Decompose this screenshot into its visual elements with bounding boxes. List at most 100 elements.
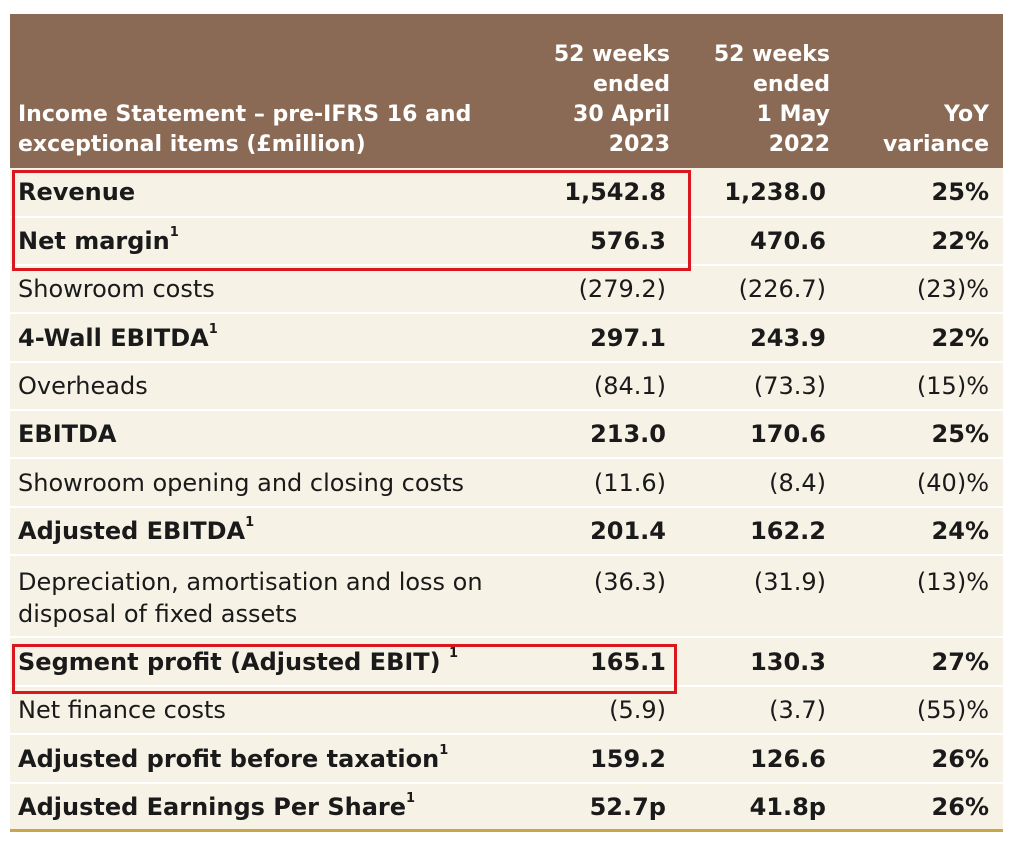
value-2023: 165.1 <box>590 647 666 676</box>
footnote-marker: 1 <box>439 742 449 758</box>
row-label-text: Revenue <box>18 178 136 206</box>
value-yoy: (13)% <box>916 568 989 596</box>
row-label-text: Adjusted profit before taxation <box>18 744 440 773</box>
row-label-text: Depreciation, amortisation and loss on <box>18 568 483 596</box>
row-label: Segment profit (Adjusted EBIT) 1 <box>10 645 520 676</box>
value-yoy: 26% <box>931 792 989 821</box>
value-2022: 130.3 <box>750 647 826 676</box>
value-2022: (226.7) <box>738 275 826 303</box>
footnote-marker: 1 <box>208 321 218 337</box>
row-label: EBITDA <box>10 420 520 448</box>
table-row: Segment profit (Adjusted EBIT) 1 165.1 130… <box>10 638 1003 687</box>
header-col-2022-line: 1 May <box>756 102 830 127</box>
row-label-text: Adjusted EBITDA <box>18 517 246 545</box>
value-2023: (279.2) <box>578 275 666 303</box>
value-2023: 201.4 <box>590 517 666 545</box>
row-label-text: Net finance costs <box>18 696 226 724</box>
table-row: 4-Wall EBITDA1 297.1 243.9 22% <box>10 314 1003 363</box>
row-label: Net finance costs <box>10 696 520 724</box>
row-label-text: Net margin <box>18 227 170 255</box>
row-label-text: Showroom opening and closing costs <box>18 468 464 497</box>
value-2022: (31.9) <box>753 568 826 596</box>
value-2023: 213.0 <box>590 420 666 448</box>
value-yoy: (15)% <box>916 372 989 400</box>
value-yoy: 25% <box>931 178 989 206</box>
value-yoy: 27% <box>931 647 989 676</box>
value-yoy: 26% <box>931 744 989 773</box>
value-yoy: 22% <box>931 323 989 352</box>
value-2023: (84.1) <box>593 372 666 400</box>
value-2023: (5.9) <box>609 696 666 724</box>
table-row: Net finance costs (5.9) (3.7) (55)% <box>10 687 1003 735</box>
value-2023: 52.7p <box>589 792 666 821</box>
row-label-text: 4-Wall EBITDA <box>18 323 209 352</box>
header-col-2022: 52 weeks ended 1 May 2022 <box>680 14 840 168</box>
row-label: Adjusted Earnings Per Share1 <box>10 790 520 821</box>
row-label-text: EBITDA <box>18 420 117 448</box>
value-2023: 159.2 <box>590 744 666 773</box>
row-label: Overheads <box>10 372 520 400</box>
table-row: Revenue 1,542.8 1,238.0 25% <box>10 168 1003 218</box>
row-label-text: Showroom costs <box>18 275 215 303</box>
row-label: Net margin1 <box>10 225 520 255</box>
table-header: Income Statement – pre-IFRS 16 and excep… <box>10 14 1003 168</box>
row-label: Showroom opening and closing costs <box>10 469 520 497</box>
row-label: 4-Wall EBITDA1 <box>10 321 520 352</box>
value-yoy: (55)% <box>916 696 989 724</box>
header-col-2022-line: 52 weeks <box>713 42 830 67</box>
income-statement-table: Income Statement – pre-IFRS 16 and excep… <box>10 14 1003 832</box>
table-row: Adjusted profit before taxation1 159.2 126… <box>10 735 1003 784</box>
header-col-2022-line: 2022 <box>768 132 830 157</box>
row-label: Showroom costs <box>10 275 520 303</box>
footnote-marker: 1 <box>448 645 459 661</box>
value-2022: 41.8p <box>749 792 826 821</box>
header-col-2023-line: 30 April <box>573 102 670 127</box>
table-row: Overheads (84.1) (73.3) (15)% <box>10 363 1003 411</box>
value-yoy: (40)% <box>916 468 989 497</box>
header-label-line-2: exceptional items (£million) <box>18 132 366 157</box>
header-label-line-1: Income Statement – pre-IFRS 16 and <box>18 102 472 127</box>
footnote-marker: 1 <box>169 225 179 240</box>
value-2022: (8.4) <box>769 468 826 497</box>
footnote-marker: 1 <box>406 790 416 806</box>
header-label: Income Statement – pre-IFRS 16 and excep… <box>10 14 520 168</box>
value-yoy: (23)% <box>916 275 989 303</box>
footnote-marker: 1 <box>245 515 255 530</box>
table-body: Revenue 1,542.8 1,238.0 25% Net margin1 576.3… <box>10 168 1003 832</box>
header-col-yoy-line: YoY <box>944 102 989 127</box>
value-2022: 243.9 <box>750 323 826 352</box>
table-row: Depreciation, amortisation and loss on di… <box>10 556 1003 638</box>
row-label-text: Overheads <box>18 372 148 400</box>
table-row: Net margin1 576.3 470.6 22% <box>10 218 1003 266</box>
value-2023: 297.1 <box>590 323 666 352</box>
row-label-text-line-2: disposal of fixed assets <box>18 600 298 628</box>
table-row: Showroom costs (279.2) (226.7) (23)% <box>10 266 1003 314</box>
value-yoy: 22% <box>931 227 989 255</box>
value-2022: 170.6 <box>750 420 826 448</box>
row-label-text: Segment profit (Adjusted EBIT) <box>18 647 449 676</box>
header-col-2023-line: 2023 <box>608 132 670 157</box>
row-label: Adjusted profit before taxation1 <box>10 742 520 773</box>
value-2022: 126.6 <box>750 744 826 773</box>
row-label: Revenue <box>10 178 520 206</box>
value-yoy: 25% <box>931 420 989 448</box>
table-row: EBITDA 213.0 170.6 25% <box>10 411 1003 459</box>
value-2022: 1,238.0 <box>724 178 826 206</box>
value-yoy: 24% <box>931 517 989 545</box>
table-row: Adjusted Earnings Per Share1 52.7p 41.8p 26… <box>10 784 1003 832</box>
header-col-yoy: YoY variance <box>840 14 1003 168</box>
value-2022: (3.7) <box>769 696 826 724</box>
value-2023: 1,542.8 <box>564 178 666 206</box>
value-2023: (36.3) <box>593 568 666 596</box>
value-2023: (11.6) <box>593 468 666 497</box>
table-row: Showroom opening and closing costs (11.6)… <box>10 459 1003 508</box>
header-col-2023-line: ended <box>593 72 670 97</box>
header-col-2023: 52 weeks ended 30 April 2023 <box>520 14 680 168</box>
value-2023: 576.3 <box>590 227 666 255</box>
header-col-2023-line: 52 weeks <box>553 42 670 67</box>
table-row: Adjusted EBITDA1 201.4 162.2 24% <box>10 508 1003 556</box>
header-col-yoy-line: variance <box>882 132 989 157</box>
header-col-2022-line: ended <box>753 72 830 97</box>
row-label: Adjusted EBITDA1 <box>10 515 520 545</box>
row-label-text: Adjusted Earnings Per Share <box>18 792 407 821</box>
